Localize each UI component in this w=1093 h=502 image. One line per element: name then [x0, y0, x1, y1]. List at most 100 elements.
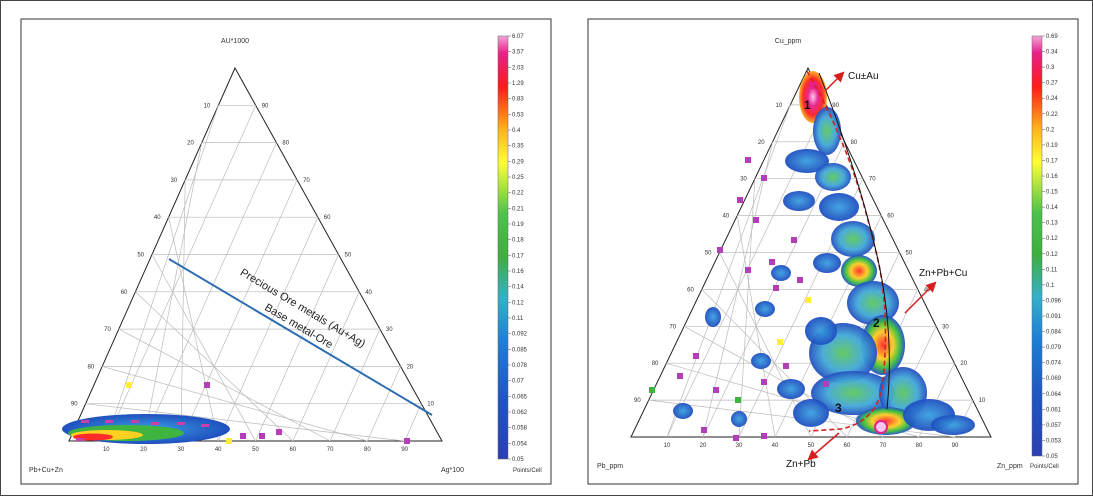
right-colorbar-label: 0.17: [1046, 158, 1058, 164]
left-grid-line: [85, 403, 405, 442]
left-grid-line: [292, 291, 360, 442]
left-tick-label-bottom: 20: [140, 447, 147, 453]
left-grid-line: [102, 366, 368, 442]
left-colorbar-label: 0.085: [512, 347, 528, 353]
left-colorbar-label: 0.22: [512, 191, 524, 197]
right-tick-label-bottom: 80: [916, 443, 923, 449]
left-tick-label-bottom: 50: [252, 447, 259, 453]
right-tick-label-right: 10: [979, 398, 986, 404]
label-zn-pb: Zn+Pb: [786, 459, 816, 470]
right-tick-label-left: 40: [723, 214, 730, 220]
right-density-cluster: [931, 415, 975, 435]
right-colorbar-label: 0.053: [1046, 438, 1062, 444]
right-colorbar-label: 0.24: [1046, 96, 1058, 102]
right-colorbar-label: 0.3: [1046, 65, 1055, 71]
right-tick-label-left: 60: [687, 287, 694, 293]
right-tick-label-bottom: 30: [736, 443, 743, 449]
right-colorbar-label: 0.069: [1046, 376, 1062, 382]
right-scatter-point: [777, 339, 783, 345]
left-colorbar-label: 0.35: [512, 144, 524, 150]
left-colorbar-label: 0.054: [512, 441, 528, 447]
right-density-cluster: [777, 379, 805, 399]
right-colorbar-label: 0.11: [1046, 267, 1058, 273]
arrow-zn-pb-cu: [904, 281, 937, 314]
left-colorbar: [497, 35, 509, 460]
right-scatter-point: [701, 427, 707, 433]
left-colorbar-label: 0.065: [512, 394, 528, 400]
right-tick-label-right: 90: [832, 103, 839, 109]
left-scatter-point: [404, 438, 410, 444]
panel-left-frame: [20, 18, 552, 485]
right-scatter-point: [769, 259, 775, 265]
left-density-streak: [177, 422, 185, 425]
right-colorbar-label: 0.15: [1046, 190, 1058, 196]
right-scatter-point: [737, 197, 743, 203]
right-density-cluster: [755, 301, 775, 317]
left-tick-label-right: 60: [324, 215, 331, 221]
right-scatter-point: [753, 217, 759, 223]
left-grid-line: [151, 254, 256, 442]
left-tick-label-left: 40: [154, 215, 161, 221]
right-colorbar-label: 0.064: [1046, 392, 1062, 398]
left-colorbar-label: 0.11: [512, 316, 524, 322]
right-scatter-point: [797, 277, 803, 283]
right-density-cluster: [805, 317, 837, 345]
right-tick-label-right: 70: [869, 177, 876, 183]
left-tick-label-right: 30: [386, 327, 393, 333]
right-colorbar: [1031, 35, 1043, 457]
right-tick-label-bottom: 50: [808, 443, 815, 449]
right-density-peak-3: [874, 420, 888, 434]
left-colorbar-label: 0.17: [512, 253, 524, 259]
left-vertex-right-label: Ag*100: [441, 467, 464, 474]
left-tick-label-left: 50: [137, 253, 144, 259]
right-density-cluster: [856, 407, 916, 435]
left-density-streak: [201, 424, 209, 427]
right-colorbar-label: 0.05: [1046, 454, 1058, 460]
left-colorbar-label: 0.19: [512, 222, 524, 228]
right-scatter-point: [717, 247, 723, 253]
right-density-cluster: [815, 163, 851, 191]
left-scatter-point: [259, 433, 265, 439]
right-density-cluster: [731, 411, 747, 427]
left-tick-label-bottom: 10: [103, 447, 110, 453]
right-density-cluster: [841, 255, 877, 287]
right-density-cluster: [751, 353, 771, 369]
left-tick-label-left: 90: [71, 402, 78, 408]
right-density-cluster: [673, 403, 693, 419]
right-grid-line: [738, 178, 864, 438]
left-colorbar-unit: Points/Cell: [513, 468, 542, 474]
arrow-zn-pb: [807, 432, 840, 461]
right-tick-label-right: 50: [906, 251, 913, 257]
left-colorbar-label: 3.57: [512, 50, 524, 56]
right-density-cluster: [793, 399, 829, 427]
left-colorbar-label: 0.058: [512, 426, 528, 432]
left-scatter-point: [276, 429, 282, 435]
left-colorbar-label: 0.83: [512, 97, 524, 103]
right-density-cluster: [705, 307, 721, 327]
right-colorbar-label: 0.19: [1046, 143, 1058, 149]
left-colorbar-label: 0.4: [512, 128, 521, 134]
right-density-cluster: [811, 371, 895, 415]
left-colorbar-label: 0.07: [512, 379, 524, 385]
right-colorbar-label: 0.12: [1046, 236, 1058, 242]
right-colorbar-label: 0.12: [1046, 252, 1058, 258]
left-colorbar-label: 0.062: [512, 410, 528, 416]
left-tick-label-right: 90: [262, 103, 269, 109]
right-tick-label-right: 60: [887, 214, 894, 220]
left-tick-label-left: 60: [121, 290, 128, 296]
right-scatter-point: [761, 175, 767, 181]
right-scatter-point: [693, 353, 699, 359]
right-black-trend-line: [818, 72, 890, 410]
right-tick-label-bottom: 90: [952, 443, 959, 449]
left-density-streak: [131, 420, 139, 423]
left-divider-line: [168, 258, 433, 416]
right-colorbar-label: 0.16: [1046, 174, 1058, 180]
marker-2: 2: [873, 316, 880, 330]
left-colorbar-label: 0.18: [512, 238, 524, 244]
right-tick-label-left: 50: [705, 251, 712, 257]
left-tick-label-right: 80: [282, 141, 289, 147]
left-tick-label-right: 50: [345, 253, 352, 259]
right-tick-label-right: 80: [851, 140, 858, 146]
